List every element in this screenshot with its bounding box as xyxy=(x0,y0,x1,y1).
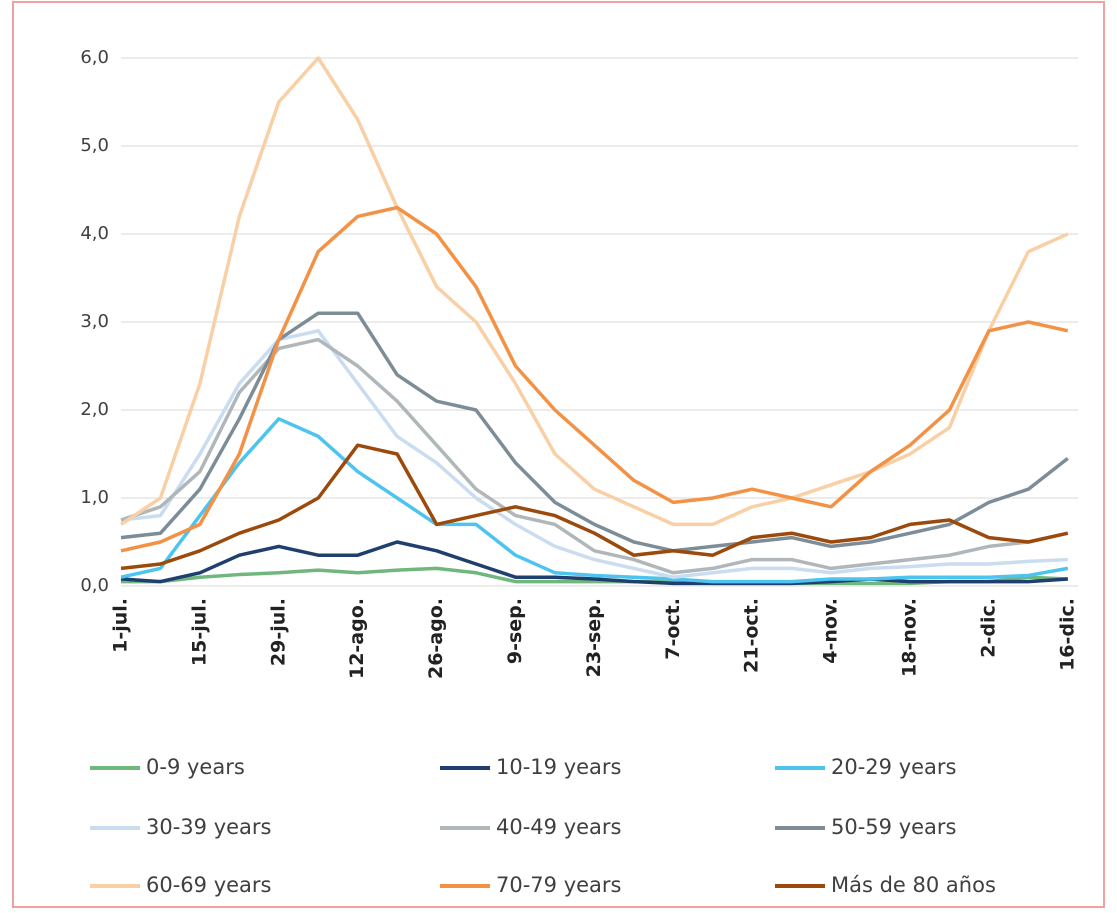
legend-label: 70-79 years xyxy=(496,873,622,897)
x-tick-label: 4-nov. xyxy=(820,598,842,664)
series-line xyxy=(120,205,1069,553)
x-tick-label: 15-jul. xyxy=(188,598,210,666)
x-tick-label: 21-oct. xyxy=(741,598,763,673)
series-line xyxy=(120,540,1068,586)
series-line xyxy=(120,417,1069,584)
y-tick-label: 3,0 xyxy=(80,311,109,332)
x-tick-label: 9-sep. xyxy=(504,598,526,664)
x-tick-label: 1-jul. xyxy=(110,598,132,653)
y-tick-label: 6,0 xyxy=(80,47,109,68)
legend-label: Más de 80 años xyxy=(831,873,996,897)
series-line xyxy=(121,566,1068,586)
x-tick-label: 16-dic. xyxy=(1056,598,1078,671)
chart-border xyxy=(12,1,1105,908)
x-tick-label: 18-nov. xyxy=(899,598,921,677)
series-line xyxy=(120,443,1069,571)
x-tick-label: 26-ago. xyxy=(425,598,447,679)
series-line xyxy=(120,337,1069,575)
x-tick-label: 2-dic. xyxy=(977,598,999,658)
x-tick-label: 7-oct. xyxy=(662,598,684,660)
legend-label: 30-39 years xyxy=(146,815,272,839)
y-tick-label: 2,0 xyxy=(80,399,109,420)
y-tick-label: 0,0 xyxy=(80,575,109,596)
x-tick-label: 12-ago. xyxy=(346,598,368,679)
legend-label: 50-59 years xyxy=(831,815,957,839)
y-tick-label: 5,0 xyxy=(80,135,109,156)
legend-label: 20-29 years xyxy=(831,755,957,779)
legend-label: 0-9 years xyxy=(146,755,245,779)
legend-label: 40-49 years xyxy=(496,815,622,839)
x-tick-label: 29-jul. xyxy=(267,598,289,666)
y-tick-label: 4,0 xyxy=(80,223,109,244)
y-tick-label: 1,0 xyxy=(80,487,109,508)
series-line xyxy=(120,56,1069,527)
legend-label: 60-69 years xyxy=(146,873,272,897)
x-tick-label: 23-sep. xyxy=(583,598,605,677)
legend-label: 10-19 years xyxy=(496,755,622,779)
